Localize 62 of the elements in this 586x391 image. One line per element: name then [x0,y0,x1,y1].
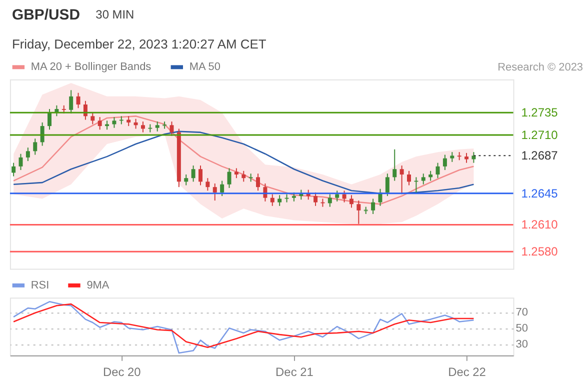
candlestick [314,192,318,206]
ref-line-label: 1.2710 [521,128,558,142]
y-tick-label: 50 [516,322,528,335]
x-tick-label: Dec 20 [102,364,142,379]
candlestick [328,194,332,208]
candlestick [155,121,160,132]
candlestick [450,152,454,162]
candlestick [421,173,426,185]
legend-label: RSI [30,279,50,292]
candlestick [335,190,340,202]
candlestick [40,122,44,146]
candlestick [428,170,433,182]
candlestick [349,194,354,208]
candlestick [191,165,196,182]
candlestick [212,182,217,202]
candlestick [48,108,52,130]
legend-label: MA 20 + Bollinger Bands [30,61,152,74]
candlestick [76,92,80,109]
candlestick [392,148,397,182]
candlestick [442,154,447,171]
candlestick [140,121,145,133]
chart-title: GBP/USD [12,6,80,24]
candlestick [464,152,469,164]
legend-label: MA 50 [189,61,220,74]
x-tick-label: Dec 21 [276,364,314,379]
ref-line-label: 1.2580 [521,244,558,259]
candlestick [234,168,238,179]
candlestick [170,121,174,136]
candlestick [220,180,224,197]
candlestick [134,118,138,130]
candlestick [112,116,116,128]
y-tick-label: 30 [516,338,528,351]
candlestick [98,116,102,130]
y-tick-label: 70 [516,306,528,319]
candlestick [256,173,260,192]
ref-line-label: 1.2735 [521,106,558,120]
chart-subtitle: Friday, December 22, 2023 1:20:27 AM CET [12,36,266,52]
candlestick [278,194,282,206]
candlestick [26,147,30,162]
x-tick-label: Dec 22 [448,364,486,379]
legend-label: 9MA [86,279,110,292]
candlestick [126,116,131,127]
candlestick [270,194,274,206]
candlestick [33,138,38,156]
text: Research © 2023 [498,61,584,74]
candlestick [385,173,390,197]
candlestick [184,174,188,186]
candlestick [371,198,376,214]
candlestick [90,112,95,125]
text: 30 MIN [96,8,134,22]
candlestick [407,170,411,186]
candlestick [198,165,202,186]
candlestick [472,152,476,164]
candlestick [206,178,210,192]
candlestick [242,170,246,182]
candlestick [12,162,16,177]
ref-line-label: 1.2645 [521,186,558,200]
candlestick [69,90,74,114]
candlestick [400,165,404,195]
ref-line-label: 1.2610 [521,218,558,232]
candlestick [356,200,361,224]
ref-line-label: 1.2687 [521,148,558,163]
